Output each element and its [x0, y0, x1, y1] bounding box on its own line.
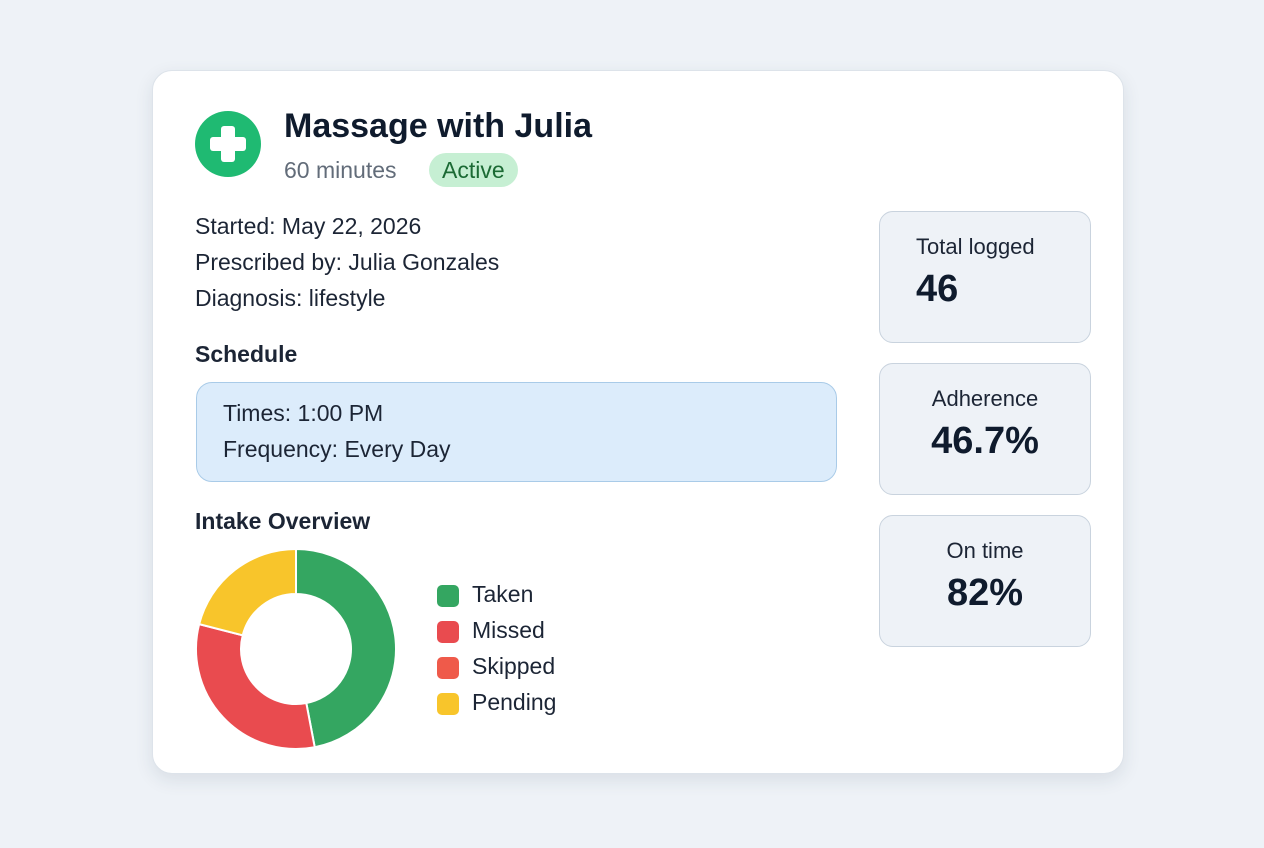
donut-slice-missed: [195, 622, 316, 750]
schedule-frequency: Frequency: Every Day: [223, 436, 451, 462]
diagnosis: Diagnosis: lifestyle: [195, 285, 386, 311]
schedule-panel: Times: 1:00 PM Frequency: Every Day: [196, 382, 837, 482]
stat-card-on-time: On time 82%: [879, 515, 1091, 647]
started-date: Started: May 22, 2026: [195, 213, 422, 239]
legend-swatch-skipped: [437, 657, 459, 679]
duration-label: 60 minutes: [284, 157, 397, 183]
intake-overview-heading: Intake Overview: [195, 508, 371, 534]
legend-label-missed: Missed: [472, 617, 545, 643]
status-badge: Active: [429, 153, 518, 187]
intake-donut-chart: [195, 547, 397, 750]
donut-slice-pending: [197, 547, 297, 637]
schedule-heading: Schedule: [195, 341, 298, 367]
stat-card-adherence: Adherence 46.7%: [879, 363, 1091, 495]
page-title: Massage with Julia: [284, 107, 592, 145]
legend-label-skipped: Skipped: [472, 653, 556, 679]
stat-label-on-time: On time: [946, 538, 1024, 563]
stat-card-total-logged: Total logged 46: [879, 211, 1091, 343]
stat-label-total-logged: Total logged: [916, 234, 1035, 259]
legend-swatch-missed: [437, 621, 459, 643]
medical-cross-icon: [195, 111, 261, 177]
schedule-times: Times: 1:00 PM: [223, 400, 384, 426]
stat-value-adherence: 46.7%: [931, 420, 1039, 462]
legend-swatch-pending: [437, 693, 459, 715]
legend-label-taken: Taken: [472, 581, 534, 607]
stat-label-adherence: Adherence: [931, 386, 1039, 411]
medication-card: Massage with Julia 60 minutes Active Sta…: [152, 70, 1124, 774]
stat-value-on-time: 82%: [946, 572, 1024, 614]
stat-value-total-logged: 46: [916, 268, 959, 310]
donut-slice-taken: [295, 547, 397, 749]
legend-swatch-taken: [437, 585, 459, 607]
legend-label-pending: Pending: [472, 689, 557, 715]
prescribed-by: Prescribed by: Julia Gonzales: [195, 249, 500, 275]
